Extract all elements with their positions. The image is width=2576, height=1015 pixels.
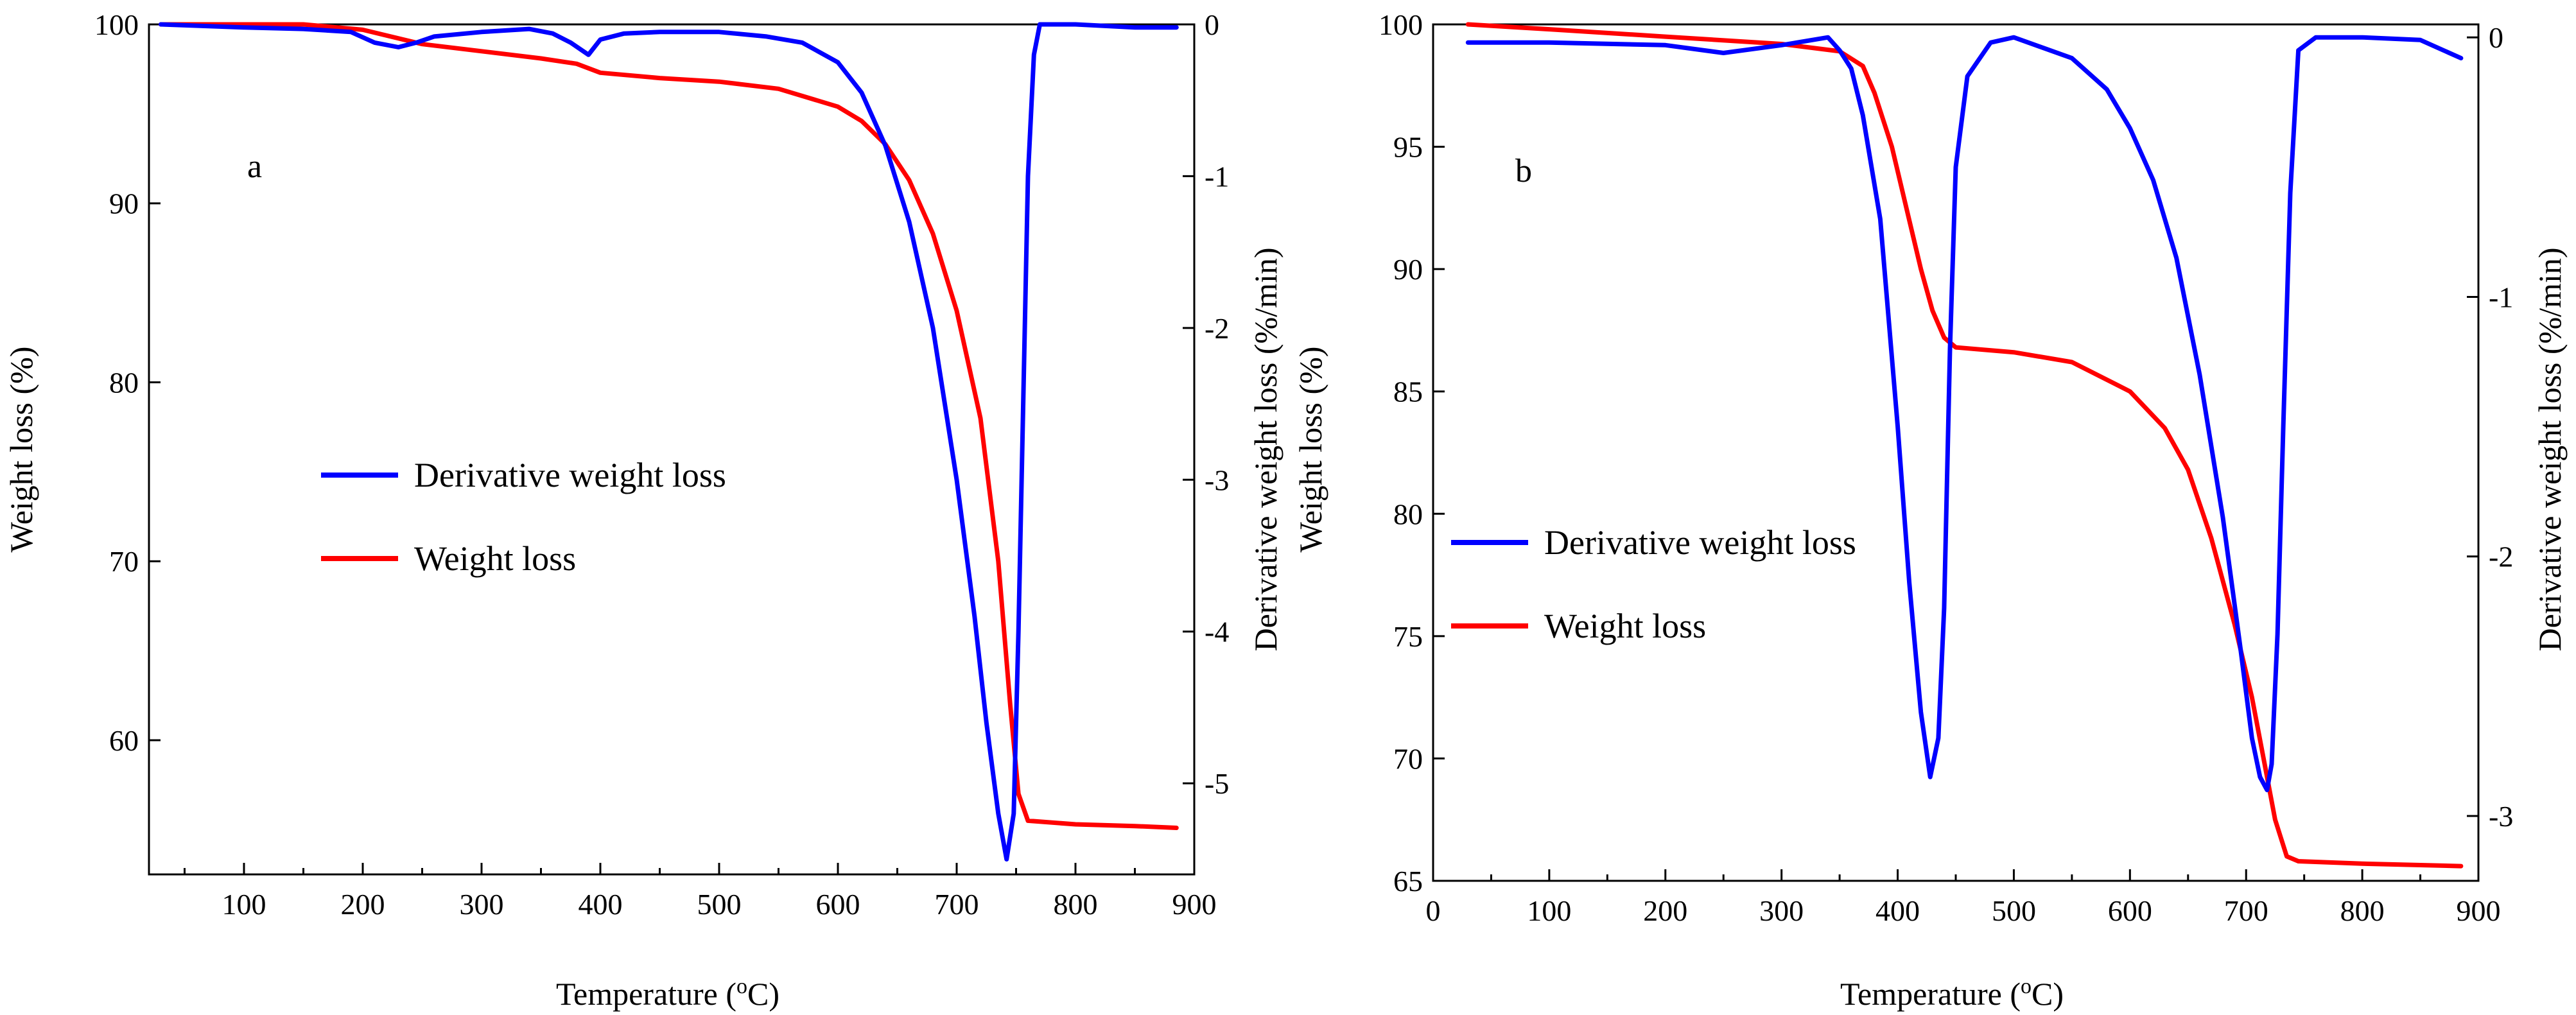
panel-a-y2-tick-label: 0 — [1205, 8, 1219, 41]
panel-b-series-derivative-weight-loss — [1465, 35, 2464, 792]
panel-b-x-tick-label: 900 — [2457, 894, 2501, 927]
panel-b-y2-axis-title: Derivative weight loss (%/min) — [2532, 247, 2568, 651]
panel-a-y-tick-label: 90 — [109, 187, 139, 220]
panel-b-legend: Derivative weight loss Weight loss — [1451, 523, 1856, 645]
panel-a-legend-label: Weight loss — [414, 539, 576, 578]
chart-panel-b: 0 100 200 300 400 500 600 700 800 900 65707580859… — [1292, 8, 2568, 1012]
panel-a-label: a — [247, 148, 262, 185]
panel-a-y2-tick-label: -5 — [1205, 767, 1229, 800]
panel-a-y-axis-left: 60 70 80 90 100 — [94, 8, 161, 757]
panel-b-y2-tick-label: 0 — [2489, 21, 2503, 54]
panel-a-x-axis-title: Temperature (oC) — [556, 975, 779, 1012]
panel-a-series-weight-loss — [159, 22, 1179, 830]
panel-b-y-axis-title: Weight loss (%) — [1292, 347, 1328, 553]
panel-a-x-tick-label: 500 — [697, 888, 742, 921]
panel-b-y-tick-label: 85 — [1393, 376, 1423, 408]
panel-a-x-tick-label: 800 — [1054, 888, 1098, 921]
panel-a-plot-area-border — [148, 23, 1196, 876]
panel-b-y-tick-label: 100 — [1379, 8, 1423, 41]
panel-a-y-tick-label: 60 — [109, 724, 139, 757]
panel-b-x-tick-label: 800 — [2340, 894, 2385, 927]
panel-b-label: b — [1515, 153, 1532, 189]
panel-b-x-tick-label: 100 — [1527, 894, 1571, 927]
panel-a-y-tick-label: 80 — [109, 366, 139, 399]
panel-a-y-axis-title: Weight loss (%) — [3, 347, 39, 553]
panel-a-x-tick-label: 200 — [341, 888, 385, 921]
panel-a-x-tick-label: 700 — [935, 888, 979, 921]
panel-a-x-tick-label: 600 — [816, 888, 860, 921]
panel-a-legend-label: Derivative weight loss — [414, 456, 726, 494]
panel-b-series-weight-loss — [1465, 22, 2464, 869]
panel-b-x-tick-label: 0 — [1426, 894, 1441, 927]
panel-a-x-axis: 100 200 300 400 500 600 700 800 900 — [184, 863, 1217, 921]
panel-b-y-tick-label: 80 — [1393, 498, 1423, 530]
panel-b-x-tick-label: 700 — [2224, 894, 2268, 927]
panel-b-y-tick-label: 65 — [1393, 865, 1423, 898]
panel-a-y2-tick-label: -3 — [1205, 464, 1229, 496]
panel-b-x-tick-label: 300 — [1759, 894, 1804, 927]
panel-a-x-tick-label: 100 — [222, 888, 266, 921]
panel-a-y2-tick-label: -2 — [1205, 312, 1229, 345]
panel-b-y2-tick-label: -3 — [2489, 800, 2513, 833]
panel-a-y-tick-label: 100 — [94, 8, 139, 41]
panel-a-series-derivative-weight-loss — [159, 22, 1179, 862]
panel-a-plot-frame — [148, 23, 1196, 876]
panel-a-x-tick-label: 900 — [1172, 888, 1217, 921]
panel-b-y-axis-right: -3 -2 -1 0 — [2467, 21, 2513, 833]
panel-b-y-tick-label: 75 — [1393, 620, 1423, 653]
panel-a-legend: Derivative weight loss Weight loss — [321, 456, 726, 578]
panel-a-x-tick-label: 400 — [579, 888, 623, 921]
panel-b-y-tick-label: 90 — [1393, 253, 1423, 286]
panel-a-y-tick-label: 70 — [109, 545, 139, 578]
panel-b-y-axis-left: 65 70 75 80 85 90 95 100 — [1379, 8, 1445, 898]
panel-b-y2-tick-label: -1 — [2489, 281, 2513, 313]
panel-b-y-tick-label: 95 — [1393, 131, 1423, 164]
panel-a-y2-tick-label: -1 — [1205, 160, 1229, 193]
panel-a-y-axis-right: -5 -4 -3 -2 -1 0 — [1183, 8, 1229, 800]
panel-a-y2-tick-label: -4 — [1205, 616, 1229, 648]
panel-b-x-tick-label: 400 — [1875, 894, 1920, 927]
panel-b-x-tick-label: 600 — [2108, 894, 2152, 927]
panel-b-y2-tick-label: -2 — [2489, 541, 2513, 573]
panel-b-x-tick-label: 200 — [1643, 894, 1687, 927]
panel-b-x-axis-title: Temperature (oC) — [1840, 975, 2064, 1012]
chart-panel-a: 100 200 300 400 500 600 700 800 900 60 70 80 90 100 … — [3, 8, 1284, 1012]
panel-b-series — [1465, 22, 2464, 869]
panel-b-legend-label: Weight loss — [1544, 607, 1706, 645]
panel-b-y-tick-label: 70 — [1393, 742, 1423, 775]
panel-b-x-axis: 0 100 200 300 400 500 600 700 800 900 — [1426, 869, 2501, 927]
panel-a-x-tick-label: 300 — [460, 888, 504, 921]
panel-b-x-tick-label: 500 — [1992, 894, 2036, 927]
panel-a-series — [159, 22, 1179, 862]
panel-a-y2-axis-title: Derivative weight loss (%/min) — [1248, 247, 1284, 651]
panel-b-legend-label: Derivative weight loss — [1544, 523, 1856, 562]
